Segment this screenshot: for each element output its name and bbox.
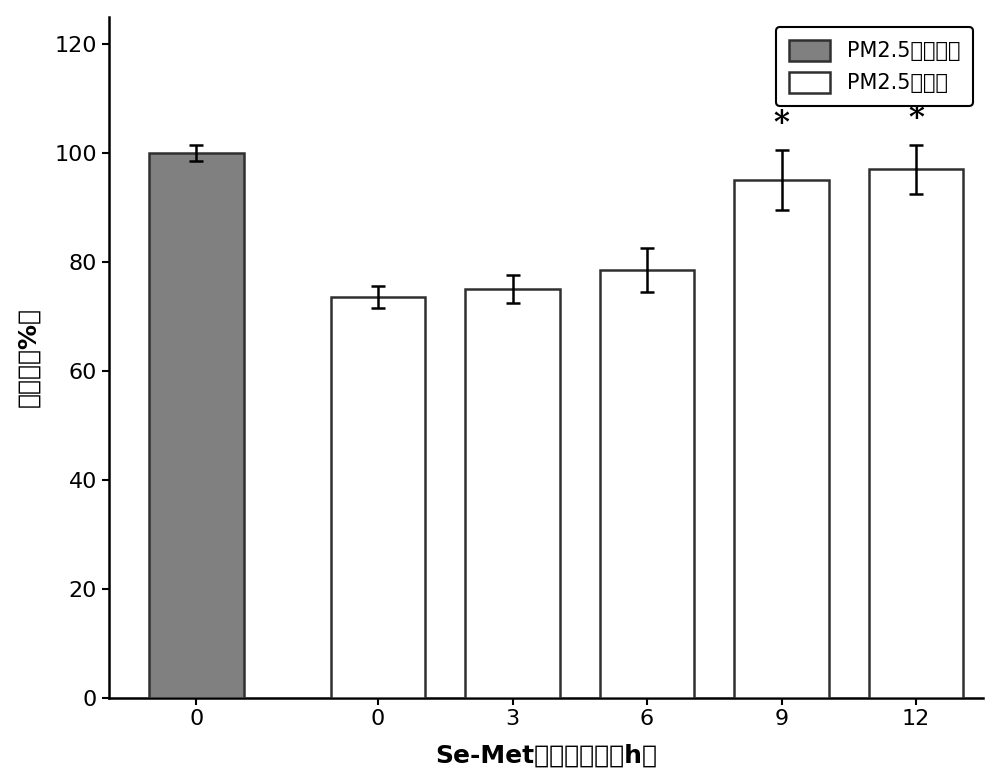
Bar — [331, 297, 425, 698]
Bar — [149, 153, 244, 698]
X-axis label: Se-Met预处理时间（h）: Se-Met预处理时间（h） — [435, 743, 657, 768]
Legend: PM2.5未处理组, PM2.5处理组: PM2.5未处理组, PM2.5处理组 — [776, 27, 973, 106]
Bar — [600, 270, 694, 698]
Text: *: * — [908, 103, 924, 134]
Bar — [734, 180, 829, 698]
Text: *: * — [774, 108, 790, 140]
Bar — [869, 169, 963, 698]
Bar — [465, 289, 560, 698]
Y-axis label: 存活率（%）: 存活率（%） — [17, 307, 41, 407]
